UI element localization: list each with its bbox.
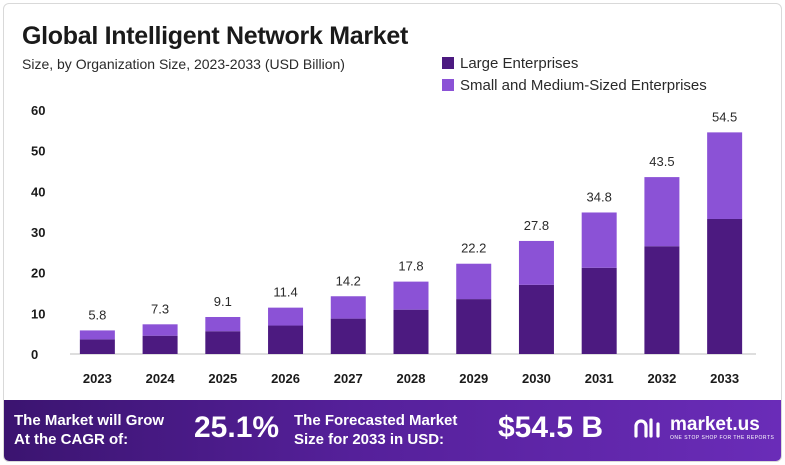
bar-large-enterprises — [707, 218, 743, 354]
x-tick-label: 2028 — [397, 371, 426, 386]
y-tick-label: 0 — [31, 347, 38, 362]
bar-total-label: 9.1 — [214, 294, 232, 309]
bar-total-label: 43.5 — [649, 154, 674, 169]
bar-large-enterprises — [456, 299, 492, 354]
legend: Large Enterprises Small and Medium-Sized… — [442, 52, 707, 96]
x-tick-label: 2031 — [585, 371, 614, 386]
bar-total-label: 17.8 — [398, 259, 423, 274]
y-tick-label: 60 — [31, 103, 45, 118]
footer-banner: The Market will Grow At the CAGR of: 25.… — [4, 400, 781, 461]
chart-frame: Global Intelligent Network Market Size, … — [3, 3, 782, 462]
y-tick-label: 50 — [31, 144, 45, 159]
bar-large-enterprises — [268, 325, 304, 354]
x-tick-label: 2023 — [83, 371, 112, 386]
legend-item-large: Large Enterprises — [442, 52, 707, 74]
legend-label-sme: Small and Medium-Sized Enterprises — [460, 76, 707, 94]
bar-sme — [456, 263, 492, 300]
y-tick-label: 20 — [31, 266, 45, 281]
bar-sme — [707, 132, 743, 219]
bar-total-label: 5.8 — [88, 307, 106, 322]
bar-total-label: 22.2 — [461, 241, 486, 256]
cagr-caption-line2: At the CAGR of: — [14, 431, 129, 448]
bar-sme — [644, 177, 680, 247]
cagr-caption: The Market will Grow At the CAGR of: — [14, 411, 164, 449]
bar-large-enterprises — [79, 339, 115, 354]
brand-name: market.us — [670, 413, 760, 435]
bar-large-enterprises — [581, 267, 617, 354]
cagr-caption-line1: The Market will Grow — [14, 412, 165, 429]
chart-title: Global Intelligent Network Market — [22, 22, 408, 50]
bar-large-enterprises — [142, 335, 178, 354]
forecast-caption-line2: Size for 2033 in USD: — [294, 431, 445, 448]
x-tick-label: 2027 — [334, 371, 363, 386]
bar-sme — [393, 281, 429, 310]
brand-tagline: ONE STOP SHOP FOR THE REPORTS — [670, 434, 775, 441]
bar-large-enterprises — [393, 309, 429, 354]
x-tick-label: 2026 — [271, 371, 300, 386]
x-tick-label: 2032 — [647, 371, 676, 386]
x-tick-label: 2025 — [208, 371, 237, 386]
x-tick-label: 2033 — [710, 371, 739, 386]
bar-large-enterprises — [330, 318, 366, 354]
chart-subtitle: Size, by Organization Size, 2023-2033 (U… — [22, 56, 345, 72]
bar-total-label: 34.8 — [587, 189, 612, 204]
bar-sme — [330, 296, 366, 319]
forecast-caption: The Forecasted Market Size for 2033 in U… — [294, 411, 457, 449]
bar-chart: 01020304050605.820237.320249.1202511.420… — [31, 103, 756, 386]
y-tick-label: 40 — [31, 184, 45, 199]
forecast-caption-line1: The Forecasted Market — [294, 412, 458, 429]
bar-sme — [581, 212, 617, 268]
bar-total-label: 7.3 — [151, 301, 169, 316]
legend-swatch-large — [442, 57, 454, 69]
forecast-value: $54.5 B — [498, 411, 604, 444]
bar-large-enterprises — [518, 284, 554, 354]
bar-total-label: 27.8 — [524, 218, 549, 233]
bar-total-label: 14.2 — [336, 273, 361, 288]
bar-total-label: 54.5 — [712, 109, 737, 124]
y-tick-label: 30 — [31, 225, 45, 240]
bar-sme — [79, 330, 115, 340]
bar-sme — [205, 316, 241, 332]
bar-total-label: 11.4 — [273, 285, 297, 300]
brand-logo: market.us ONE STOP SHOP FOR THE REPORTS — [632, 414, 774, 442]
legend-swatch-sme — [442, 79, 454, 91]
x-tick-label: 2029 — [459, 371, 488, 386]
brand-mark-icon — [634, 418, 660, 438]
legend-label-large: Large Enterprises — [460, 54, 579, 72]
bar-sme — [142, 324, 178, 336]
bar-sme — [518, 240, 554, 285]
bar-large-enterprises — [644, 246, 680, 354]
legend-item-sme: Small and Medium-Sized Enterprises — [442, 74, 707, 96]
x-tick-label: 2024 — [146, 371, 176, 386]
y-tick-label: 10 — [31, 306, 45, 321]
x-tick-label: 2030 — [522, 371, 551, 386]
bar-sme — [268, 307, 304, 326]
cagr-value: 25.1% — [194, 411, 280, 444]
bar-large-enterprises — [205, 331, 241, 354]
